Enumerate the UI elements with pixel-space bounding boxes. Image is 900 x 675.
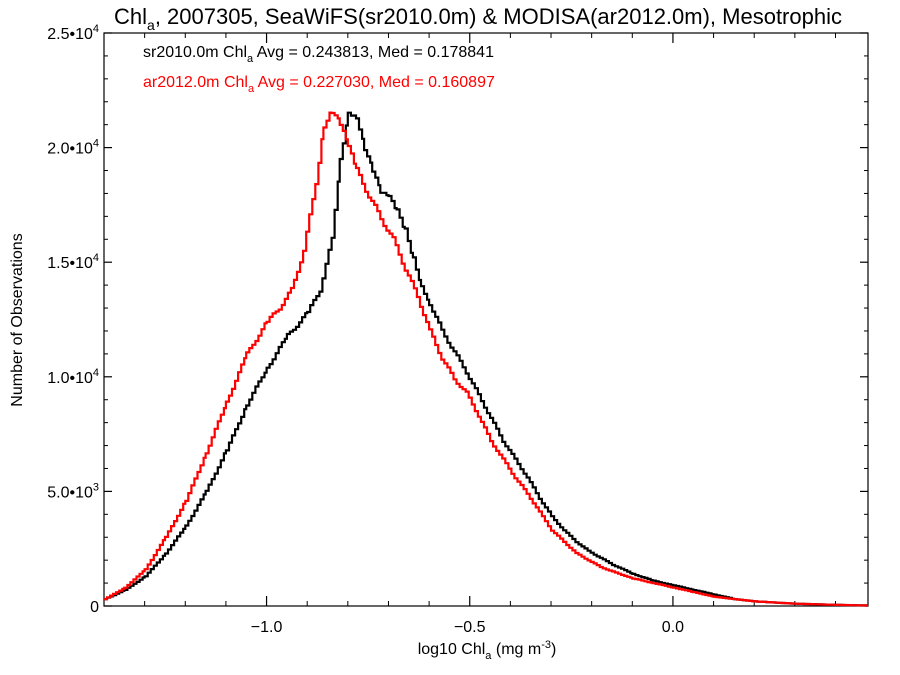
- stats-annotation: ar2012.0m Chla Avg = 0.227030, Med = 0.1…: [143, 74, 495, 95]
- y-tick-label: 2.0•104: [47, 138, 99, 158]
- histogram-series-0: [104, 111, 868, 607]
- y-tick-label: 0: [90, 599, 99, 616]
- x-axis: −1.0 −0.5 0.0: [144, 33, 836, 636]
- y-axis: 0 5.0•103 1.0•104 1.5•104 2.0•104 2.5•104: [47, 23, 868, 616]
- histogram-series-1: [104, 111, 868, 607]
- x-axis-label: log10 Chla (mg m-3): [418, 639, 557, 662]
- legend-annotations: sr2010.0m Chla Avg = 0.243813, Med = 0.1…: [143, 44, 495, 95]
- x-tick-label: 0.0: [662, 619, 684, 636]
- y-tick-label: 1.0•104: [47, 367, 99, 387]
- y-axis-label: Number of Observations: [9, 233, 26, 406]
- y-tick-label: 1.5•104: [47, 252, 99, 272]
- series-layer: [104, 111, 868, 607]
- chart-title: Chla, 2007305, SeaWiFS(sr2010.0m) & MODI…: [114, 4, 842, 33]
- y-tick-label: 2.5•104: [47, 23, 99, 43]
- x-tick-label: −0.5: [454, 619, 486, 636]
- x-tick-label: −1.0: [251, 619, 283, 636]
- stats-annotation: sr2010.0m Chla Avg = 0.243813, Med = 0.1…: [143, 44, 494, 65]
- y-tick-label: 5.0•103: [47, 481, 99, 501]
- plot-frame: [103, 32, 869, 607]
